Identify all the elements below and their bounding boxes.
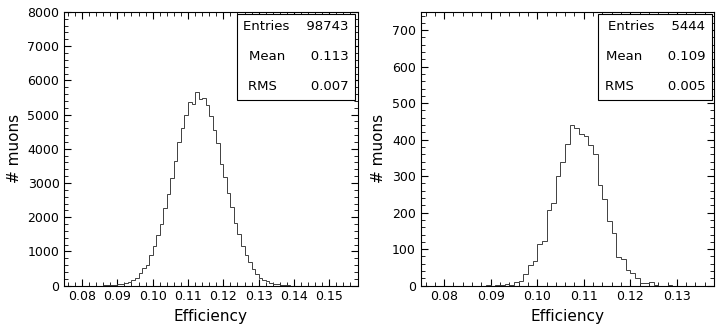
Y-axis label: # muons: # muons [7,114,22,183]
Text: Entries    98743

Mean      0.113

RMS        0.007: Entries 98743 Mean 0.113 RMS 0.007 [243,20,349,93]
X-axis label: Efficiency: Efficiency [531,309,604,324]
Text: Entries    5444

Mean      0.109

RMS        0.005: Entries 5444 Mean 0.109 RMS 0.005 [605,20,705,93]
Y-axis label: # muons: # muons [371,114,386,183]
X-axis label: Efficiency: Efficiency [174,309,248,324]
